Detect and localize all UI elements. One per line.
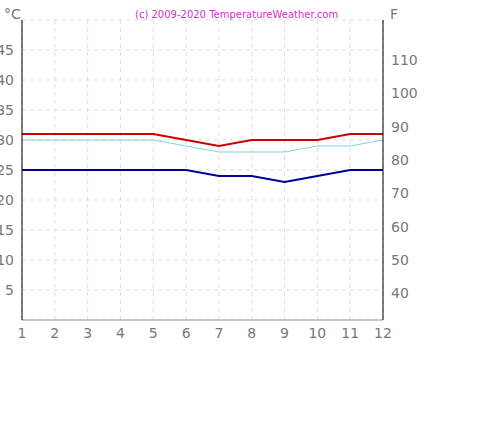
svg-text:5: 5 [149,325,158,341]
svg-text:100: 100 [391,85,418,101]
svg-text:30: 30 [8,132,14,148]
svg-text:20: 20 [8,192,14,208]
svg-text:40: 40 [391,285,409,301]
html-text:°C: °C [4,6,21,22]
svg-text:9: 9 [280,325,289,341]
svg-text:12: 12 [374,325,392,341]
svg-text:2: 2 [50,325,59,341]
svg-text:15: 15 [8,222,14,238]
svg-text:45: 45 [8,42,14,58]
svg-text:50: 50 [391,252,409,268]
svg-text:1: 1 [18,325,27,341]
svg-text:40: 40 [8,72,14,88]
svg-text:10: 10 [8,252,14,268]
html-text:F: F [390,6,399,22]
svg-text:7: 7 [214,325,223,341]
svg-text:8: 8 [247,325,256,341]
svg-text:35: 35 [8,102,14,118]
html-text:(c) 2009-2020 TemperatureWeath: (c) 2009-2020 TemperatureWeather.com [135,9,339,20]
svg-text:90: 90 [391,119,409,135]
svg-text:10: 10 [308,325,326,341]
svg-text:3: 3 [83,325,92,341]
svg-text:4: 4 [116,325,125,341]
svg-text:5: 5 [8,282,14,298]
svg-text:60: 60 [391,219,409,235]
svg-text:110: 110 [391,52,418,68]
svg-text:25: 25 [8,162,14,178]
svg-text:80: 80 [391,152,409,168]
svg-text:70: 70 [391,185,409,201]
svg-text:6: 6 [182,325,191,341]
svg-text:11: 11 [341,325,359,341]
